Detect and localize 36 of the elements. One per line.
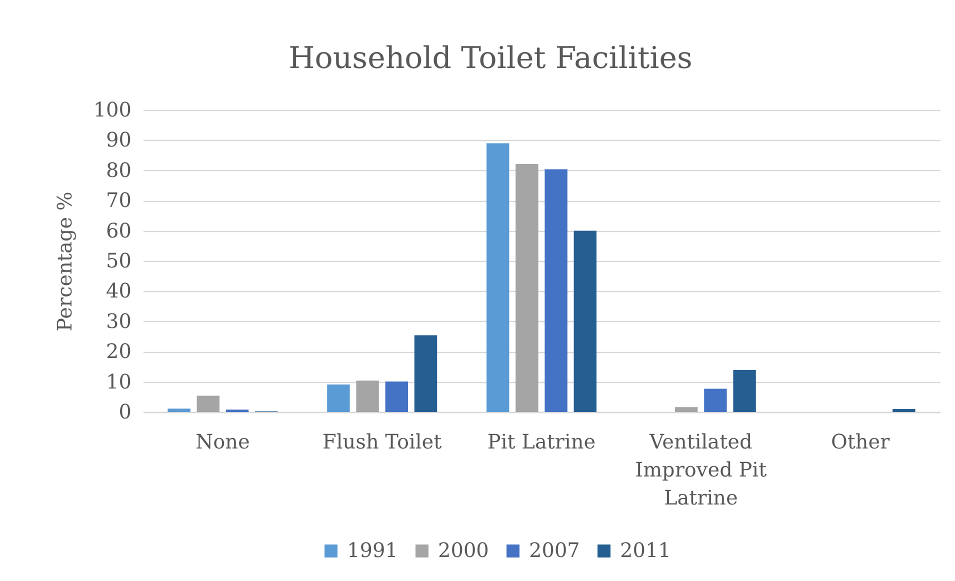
y-tick-label: 100 (93, 98, 132, 122)
y-tick-label: 70 (106, 188, 132, 212)
y-tick-label: 20 (106, 339, 132, 364)
bar (733, 370, 756, 412)
y-tick-label: 40 (106, 278, 132, 303)
bar (516, 164, 538, 412)
x-tick-label: Other (830, 430, 890, 454)
x-tick-label: None (196, 430, 250, 454)
bar (414, 335, 438, 412)
x-tick-label: Pit Latrine (487, 430, 596, 454)
bar (327, 384, 350, 412)
x-tick-label: Flush Toilet (322, 430, 442, 454)
y-axis-title: Percentage % (52, 192, 76, 332)
bar (196, 396, 220, 412)
bar (168, 408, 190, 412)
y-tick-label: 60 (106, 218, 132, 242)
bar (356, 380, 379, 412)
legend-label: 2007 (529, 538, 580, 562)
legend-label: 2011 (620, 538, 671, 562)
legend-label: 2000 (438, 538, 489, 562)
y-tick-label: 90 (106, 128, 132, 152)
y-tick-label: 80 (106, 158, 132, 182)
x-tick-label: Ventilated Improved Pit Latrine (635, 430, 767, 510)
y-tick-label: 30 (106, 308, 132, 333)
bar (892, 408, 916, 412)
bar (574, 230, 596, 412)
bar (486, 143, 510, 412)
bar (675, 407, 698, 412)
bar (385, 382, 408, 412)
bar (544, 169, 568, 412)
y-tick-label: 50 (106, 248, 132, 272)
chart-title: Household Toilet Facilities (288, 41, 692, 76)
y-tick-label: 0 (118, 400, 132, 424)
y-tick-label: 10 (106, 369, 132, 394)
bar (704, 388, 727, 412)
legend-label: 1991 (347, 538, 398, 562)
